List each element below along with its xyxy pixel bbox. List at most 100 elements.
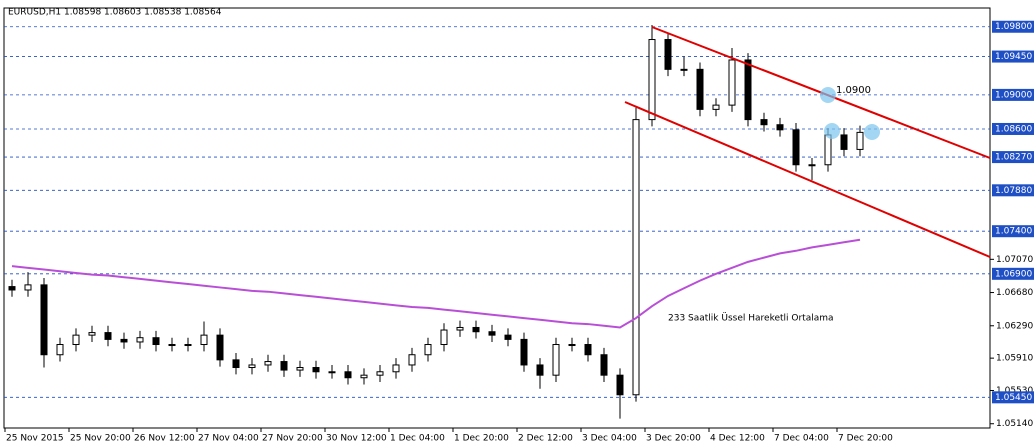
candle-body	[232, 359, 240, 369]
level-label-box	[992, 122, 1034, 135]
candle-body	[616, 374, 624, 396]
candle-body	[856, 131, 864, 150]
candle-body	[632, 119, 640, 396]
marker-circle	[824, 123, 840, 139]
candle-body	[296, 367, 304, 371]
x-tick-label: 7 Dec 04:00	[774, 434, 829, 444]
candle-body	[408, 354, 416, 366]
candle-body	[600, 354, 608, 376]
plot-frame	[3, 7, 991, 429]
candle-body	[280, 361, 288, 371]
candle-body	[8, 286, 16, 291]
candle-body	[456, 326, 464, 331]
candle-body	[72, 334, 80, 346]
x-tick-label: 30 Nov 12:00	[326, 434, 387, 444]
candle-body	[328, 371, 336, 374]
candle-body	[248, 364, 256, 369]
level-label: 1.07400	[995, 227, 1032, 237]
level-label: 1.06900	[995, 269, 1032, 279]
candle-body	[744, 59, 752, 121]
candle-body	[392, 364, 400, 373]
candle-body	[216, 334, 224, 361]
candle-body	[824, 134, 832, 166]
candle-body	[200, 334, 208, 346]
candle-body	[264, 361, 272, 366]
y-tick-label: 1.06680	[996, 288, 1033, 298]
candle-body	[120, 338, 128, 343]
candle-body	[312, 367, 320, 373]
y-tick-label: 1.06290	[996, 321, 1033, 331]
x-tick-label: 25 Nov 2015	[6, 434, 64, 444]
level-label-box	[992, 20, 1034, 33]
level-label: 1.07880	[995, 186, 1032, 196]
candle-body	[488, 331, 496, 336]
y-tick-label: 1.05530	[996, 386, 1033, 396]
level-label-box	[992, 88, 1034, 101]
candle-body	[808, 164, 816, 167]
candle-body	[88, 332, 96, 336]
candle-body	[376, 371, 384, 376]
candle-body	[648, 39, 656, 121]
chart-title: EURUSD,H1 1.08598 1.08603 1.08538 1.0856…	[8, 8, 222, 18]
x-tick-label: 27 Nov 20:00	[262, 434, 323, 444]
level-label-box	[992, 391, 1034, 404]
candle-body	[712, 104, 720, 110]
candle-body	[152, 337, 160, 346]
candle-body	[104, 332, 112, 340]
trend-line	[624, 101, 991, 258]
level-label-box	[992, 225, 1034, 238]
candle-body	[728, 59, 736, 106]
ema-line	[11, 238, 861, 329]
y-tick-label: 1.05910	[996, 354, 1033, 364]
x-tick-label: 27 Nov 04:00	[198, 434, 259, 444]
x-tick-label: 7 Dec 20:00	[838, 434, 893, 444]
candle-body	[536, 364, 544, 376]
x-tick-label: 3 Dec 04:00	[582, 434, 637, 444]
candle-body	[168, 344, 176, 347]
marker-circle	[820, 87, 836, 103]
level-label: 1.08600	[995, 124, 1032, 134]
candle-body	[56, 344, 64, 356]
candle-body	[568, 344, 576, 347]
candle-body	[840, 134, 848, 150]
x-tick-label: 26 Nov 12:00	[134, 434, 195, 444]
level-label: 1.09000	[995, 90, 1032, 100]
candle-body	[584, 344, 592, 356]
candle-body	[792, 129, 800, 166]
annotation: 233 Saatlik Üssel Hareketli Ortalama	[668, 313, 834, 324]
candle-body	[680, 68, 688, 71]
candle-body	[760, 119, 768, 126]
y-tick-label: 1.07070	[996, 255, 1033, 265]
candle-body	[504, 334, 512, 340]
x-tick-label: 1 Dec 04:00	[390, 434, 445, 444]
marker-circle	[864, 124, 880, 140]
x-tick-label: 3 Dec 20:00	[646, 434, 701, 444]
candle-body	[696, 68, 704, 110]
candle-body	[520, 338, 528, 366]
x-tick-label: 1 Dec 20:00	[454, 434, 509, 444]
level-label: 1.09450	[995, 52, 1032, 62]
candle-body	[440, 329, 448, 346]
candle-body	[552, 344, 560, 376]
level-label-box	[992, 50, 1034, 63]
chart-layer: 1.07070 1.06680 1.06290 1.05910 1.05530 1.051…	[4, 20, 1034, 444]
x-tick-label: 4 Dec 12:00	[710, 434, 765, 444]
y-tick-label: 1.05140	[996, 419, 1033, 429]
level-label: 1.09800	[995, 22, 1032, 32]
candle-body	[40, 284, 48, 356]
candle-body	[24, 284, 32, 291]
x-tick-label: 25 Nov 20:00	[70, 434, 131, 444]
candle-body	[360, 374, 368, 379]
annotation: 1.0900	[836, 85, 871, 96]
level-label-box	[992, 267, 1034, 280]
candle-body	[664, 39, 672, 70]
level-label-box	[992, 184, 1034, 197]
level-label: 1.05450	[995, 393, 1032, 403]
candle-body	[424, 344, 432, 356]
candle-body	[136, 337, 144, 343]
candle-body	[776, 124, 784, 131]
candle-body	[344, 371, 352, 379]
level-label: 1.08270	[995, 153, 1032, 163]
x-tick-label: 2 Dec 12:00	[518, 434, 573, 444]
level-label-box	[992, 151, 1034, 164]
